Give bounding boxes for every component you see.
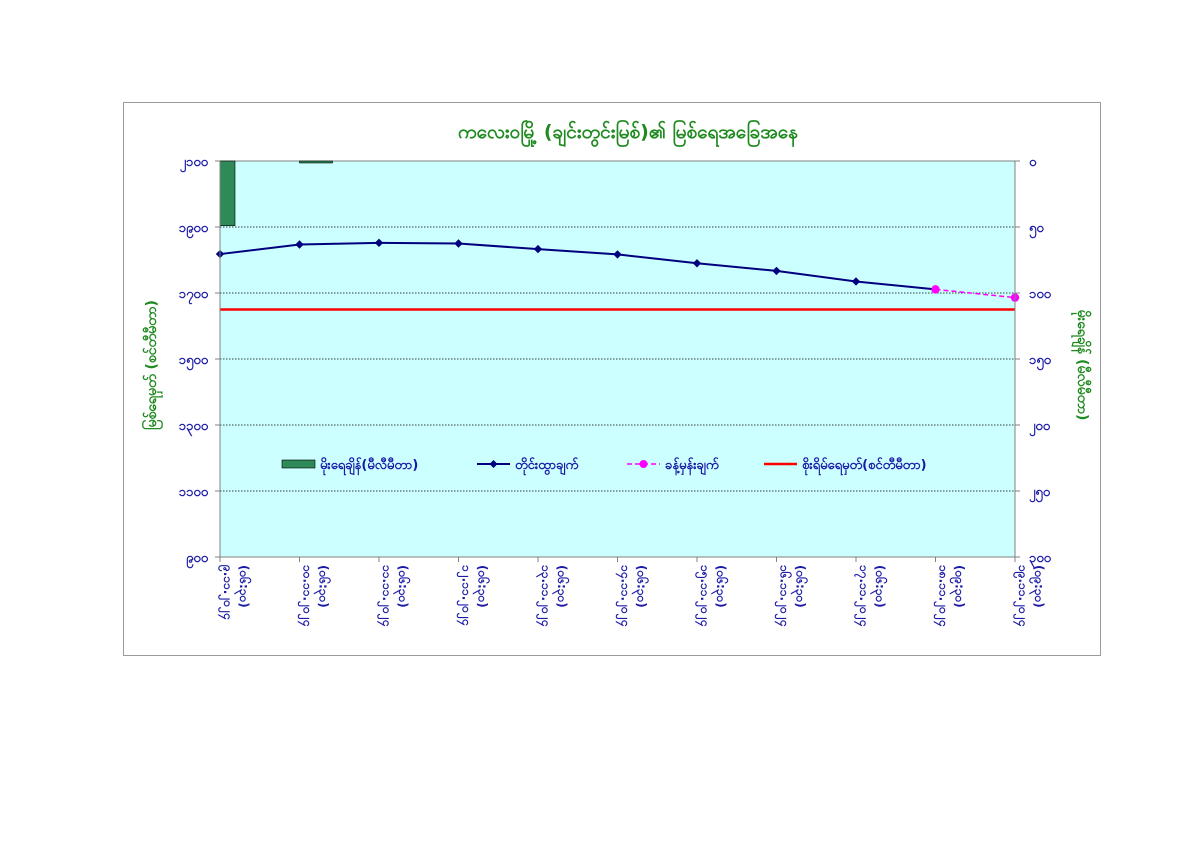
y-tick-label: ၉၀၀ — [186, 551, 209, 569]
x-axis-ticks: ၉.၁၁.၂၀၂၄ (၀၆:၃၀) ၁၀.၁၁.၂၀၂၄ (၀၆:၃၀) ၁၁.၁၁.၂… — [217, 557, 1046, 627]
y2-tick-label: ၁၀၀ — [1029, 287, 1052, 302]
x-tick-label: ၁၀.၁၁.၂၀၂၄ (၀၆:၃၀) — [297, 565, 333, 626]
y2-tick-label: ၁၅၀ — [1029, 353, 1052, 371]
x-tick-date: ၁၇.၁၁.၂၀၂၄ — [853, 565, 871, 626]
x-tick-time: (၀၆:၃၀) — [631, 565, 651, 608]
series-lines — [215, 238, 1020, 302]
observed-point — [613, 250, 622, 259]
x-tick-time: (၀၉:၃၀) — [1028, 565, 1046, 608]
x-tick-time: (၀၆:၃၀) — [869, 565, 889, 608]
y-tick-label: ၂၁၀၀ — [180, 155, 209, 173]
y2-tick-label: ၃၀၀ — [1029, 551, 1052, 569]
observed-point — [533, 244, 543, 254]
x-tick-date: ၁၅.၁၁.၂၀၂၄ — [694, 565, 712, 626]
y2-axis-label: မိုးရေချိန် (မီလီမီတာ) — [1071, 310, 1091, 421]
rain-bar — [219, 160, 236, 226]
x-tick-label: ၁၆.၁၁.၂၀၂၄ (၀၆:၃၀) — [774, 565, 810, 626]
rain-bars — [219, 160, 333, 226]
y2-tick-label: ၂၀၀ — [1029, 419, 1051, 437]
observed-point — [295, 240, 304, 249]
y-tick-label: ၁၃၀၀ — [179, 419, 209, 437]
legend-label: စိုးရိမ်ရေမှတ်(စင်တီမီတာ) — [802, 456, 927, 476]
legend-label: တိုင်းထွာချက် — [515, 456, 578, 476]
legend-label: မိုးရေချိန်(မီလီမီတာ) — [320, 456, 418, 476]
x-tick-date: ၁၆.၁၁.၂၀၂၄ — [774, 565, 794, 626]
x-tick-time: (၀၆:၃၀) — [551, 565, 571, 608]
legend-marker-observed — [489, 460, 498, 468]
legend-marker-forecast — [639, 460, 648, 468]
x-tick-label: ၁၈.၁၁.၂၀၂၄ (၀၉:၃၀) — [933, 565, 967, 627]
y-tick-label: ၁၅၀၀ — [179, 353, 209, 371]
x-tick-date: ၁၉.၁၁.၂၀၂၄ — [1012, 565, 1030, 626]
x-tick-time: (၀၆:၃၀) — [233, 565, 253, 608]
observed-point — [454, 239, 463, 248]
x-tick-date: ၁၄.၁၁.၂၀၂၄ — [615, 565, 633, 626]
y-tick-label: ၁၇၀၀ — [179, 287, 209, 305]
y-tick-label: ၁၉၀၀ — [179, 221, 209, 239]
forecast-point — [931, 285, 940, 294]
x-tick-date: ၁၁.၁၁.၂၀၂၄ — [376, 565, 394, 626]
y-axis-ticks: ၉၀၀ ၁၁၀၀ ၁၃၀၀ ၁၅၀၀ ၁၇၀၀ ၁၉၀၀ ၂၁၀၀ — [179, 155, 220, 569]
x-tick-label: ၁၄.၁၁.၂၀၂၄ (၀၆:၃၀) — [615, 565, 651, 626]
x-tick-label: ၁၅.၁၁.၂၀၂၄ (၀၆:၃၀) — [694, 565, 730, 626]
chart-title: ကလေးဝမြို့ (ချင်းတွင်းမြစ်)၏ မြစ်ရေအခြေအ… — [458, 118, 798, 148]
chart-frame: ၉၀၀ ၁၁၀၀ ၁၃၀၀ ၁၅၀၀ ၁၇၀၀ ၁၉၀၀ ၂၁၀၀ ၀၅၀ ၁၀၀ ၁၅၀ ၂၀၀… — [123, 102, 1101, 656]
y-tick-label: ၁၁၀၀ — [179, 485, 209, 500]
x-tick-date: ၁၂.၁၁.၂၀၂၄ — [456, 565, 474, 626]
x-tick-date: ၁၀.၁၁.၂၀၂၄ — [297, 565, 315, 626]
x-tick-time: (၀၆:၃၀) — [472, 565, 492, 608]
x-tick-label: ၉.၁၁.၂၀၂၄ (၀၆:၃၀) — [217, 564, 253, 620]
observed-point — [772, 266, 781, 276]
x-tick-time: (၀၆:၃၀) — [790, 565, 810, 608]
y2-tick-label: ၅၀ — [1029, 221, 1044, 239]
x-tick-label: ၁၉.၁၁.၂၀၂၄ (၀၉:၃၀) — [1012, 565, 1046, 626]
x-tick-date: ၉.၁၁.၂၀၂၄ — [217, 564, 235, 620]
x-tick-label: ၁၃.၁၁.၂၀၂၄ (၀၆:၃၀) — [535, 565, 571, 626]
x-tick-time: (၀၆:၃၀) — [710, 565, 730, 608]
observed-point — [851, 277, 861, 286]
y2-tick-label: ၂၅၀ — [1029, 485, 1051, 503]
forecast-line — [935, 288, 1016, 299]
y2-tick-label: ၀ — [1029, 155, 1037, 170]
x-tick-time: (၀၆:၃၀) — [313, 565, 333, 608]
rain-bar — [299, 160, 333, 164]
x-tick-label: ၁၁.၁၁.၂၀၂၄ (၀၆:၃၀) — [376, 565, 412, 626]
observed-point — [692, 259, 702, 268]
x-tick-time: (၀၉:၃၀) — [949, 565, 967, 608]
x-tick-label: ၁၂.၁၁.၂၀၂၄ (၀၆:၃၀) — [456, 565, 492, 626]
observed-line — [219, 241, 936, 291]
gridlines — [220, 226, 1015, 492]
legend: မိုးရေချိန်(မီလီမီတာ) တိုင်းထွာချက် ခန့်မှ… — [281, 456, 927, 476]
x-tick-date: ၁၈.၁၁.၂၀၂၄ — [933, 565, 951, 627]
observed-point — [374, 238, 384, 248]
legend-label: ခန့်မှန်းချက် — [665, 456, 719, 476]
x-tick-time: (၀၆:၃၀) — [392, 565, 412, 608]
legend-swatch-rain — [281, 459, 316, 469]
x-tick-label: ၁၇.၁၁.၂၀၂၄ (၀၆:၃၀) — [853, 565, 889, 626]
x-tick-date: ၁၃.၁၁.၂၀၂၄ — [535, 565, 553, 626]
y-axis-label: မြစ်ရေမှတ် (စင်တီမီတာ) — [142, 300, 163, 430]
